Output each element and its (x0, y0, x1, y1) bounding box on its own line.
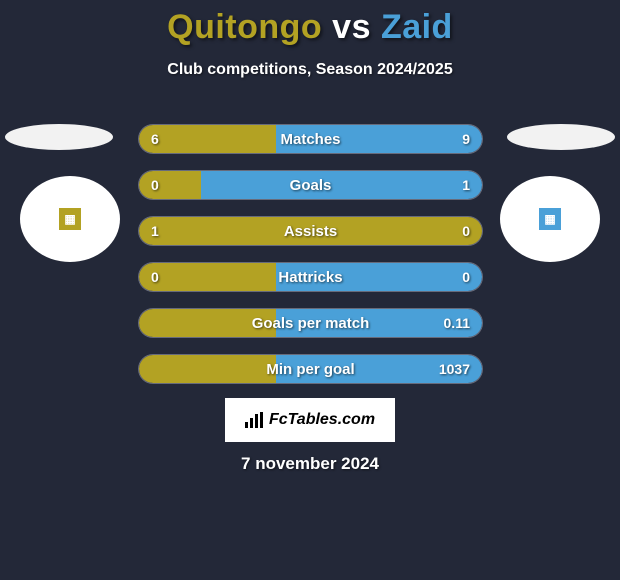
brand-badge: FcTables.com (225, 398, 395, 442)
bar-row: Goals per match0.11 (138, 308, 483, 338)
bar-value-left: 0 (151, 263, 159, 291)
bar-row: Hattricks0 0 (138, 262, 483, 292)
bar-label: Goals per match (139, 309, 482, 337)
brand-text: FcTables.com (269, 411, 375, 429)
bar-value-left: 1 (151, 217, 159, 245)
player2-avatar-circle: ▦ (500, 176, 600, 262)
comparison-bars: Matches69Goals01Assists10Hattricks00Goal… (138, 124, 483, 400)
bars-icon (245, 412, 263, 428)
player1-badge: ▦ (59, 208, 81, 230)
player1-name: Quitongo (167, 8, 322, 46)
subtitle: Club competitions, Season 2024/2025 (0, 61, 620, 79)
bar-row: Matches6 9 (138, 124, 483, 154)
date-text: 7 november 2024 (0, 454, 620, 474)
bar-value-right: 1037 (439, 355, 470, 383)
bar-row: Assists1 0 (138, 216, 483, 246)
player2-ellipse (507, 124, 615, 150)
player1-avatar-circle: ▦ (20, 176, 120, 262)
bar-row: Min per goal1037 (138, 354, 483, 384)
bar-value-left: 6 (151, 125, 159, 153)
vs-label: vs (332, 8, 371, 46)
bar-label: Hattricks (139, 263, 482, 291)
bar-value-right: 0 (462, 217, 470, 245)
bar-value-left: 0 (151, 171, 159, 199)
bar-label: Matches (139, 125, 482, 153)
bar-label: Min per goal (139, 355, 482, 383)
player1-ellipse (5, 124, 113, 150)
page-title: Quitongo vs Zaid (0, 0, 620, 47)
player2-name: Zaid (381, 8, 453, 46)
bar-label: Assists (139, 217, 482, 245)
bar-row: Goals0 1 (138, 170, 483, 200)
bar-value-right: 0.11 (444, 309, 470, 337)
bar-label: Goals (139, 171, 482, 199)
bar-value-right: 1 (462, 171, 470, 199)
player2-badge: ▦ (539, 208, 561, 230)
bar-value-right: 9 (462, 125, 470, 153)
bar-value-right: 0 (462, 263, 470, 291)
